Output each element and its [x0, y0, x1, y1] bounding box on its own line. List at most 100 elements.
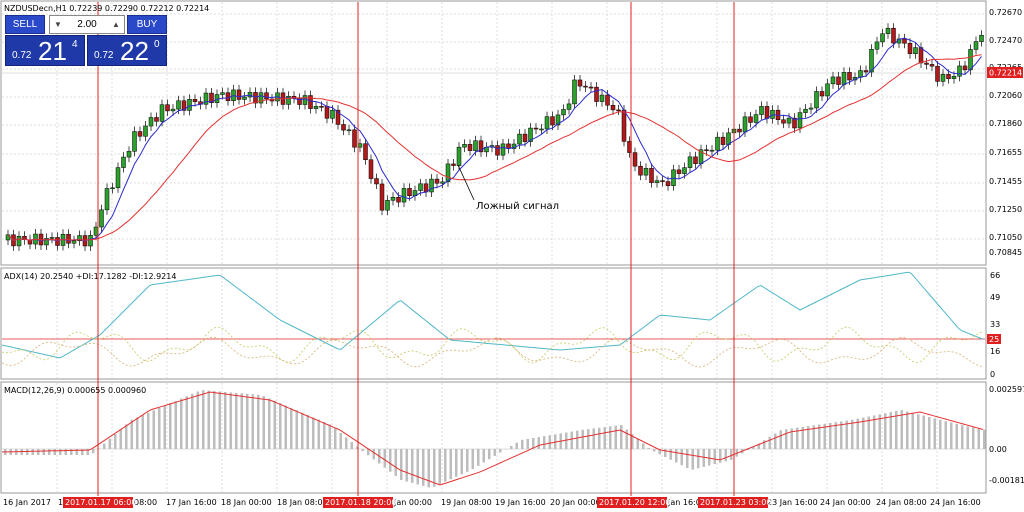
macd-histogram-bar	[724, 449, 727, 462]
candle	[649, 168, 654, 183]
macd-histogram-bar	[433, 449, 436, 487]
macd-histogram-bar	[939, 419, 942, 449]
macd-histogram-bar	[730, 449, 733, 460]
candle	[566, 103, 572, 110]
candle	[687, 156, 693, 168]
adx-tick: 33	[990, 320, 1000, 329]
macd-histogram-bar	[202, 390, 205, 449]
lot-size-value[interactable]: 2.00	[77, 19, 97, 30]
time-marker-box	[323, 497, 393, 508]
time-marker-box	[63, 497, 133, 508]
candle	[737, 128, 742, 133]
candle	[621, 109, 627, 142]
sell-button[interactable]: SELL	[5, 15, 45, 34]
macd-histogram-bar	[482, 449, 485, 463]
macd-histogram-bar	[664, 449, 667, 457]
candle	[902, 38, 907, 44]
macd-histogram-bar	[158, 408, 161, 449]
macd-histogram-bar	[372, 449, 375, 460]
candle	[676, 169, 682, 174]
macd-histogram-bar	[950, 422, 953, 449]
macd-histogram-bar	[240, 393, 243, 449]
macd-histogram-bar	[97, 448, 100, 449]
macd-histogram-bar	[884, 413, 887, 449]
candle	[77, 235, 82, 242]
candle	[110, 187, 115, 190]
macd-histogram-bar	[719, 449, 722, 463]
macd-histogram-bar	[31, 449, 34, 455]
candle	[225, 92, 231, 102]
ma-slow-line	[7, 54, 982, 241]
macd-histogram-bar	[526, 438, 529, 449]
candle	[517, 133, 522, 145]
lot-increase-icon[interactable]: ▲	[112, 20, 120, 29]
adx-level-label: 25	[989, 335, 999, 344]
sell-quote[interactable]: 0.72 21 4	[5, 35, 85, 66]
time-tick: 20 Jan 00:00	[550, 498, 601, 507]
candle	[159, 104, 165, 122]
macd-histogram-bar	[42, 449, 45, 455]
price-tick: 0.71455	[989, 177, 1022, 186]
macd-histogram-bar	[972, 427, 975, 449]
price-tick: 0.72060	[989, 91, 1022, 100]
candle	[286, 95, 291, 105]
candle	[797, 112, 803, 129]
macd-histogram-bar	[851, 419, 854, 449]
candle	[473, 140, 478, 151]
macd-histogram-bar	[548, 435, 551, 449]
lot-decrease-icon[interactable]: ▼	[54, 20, 62, 29]
candle	[632, 152, 638, 167]
macd-histogram-bar	[466, 449, 469, 472]
candle	[880, 33, 885, 43]
macd-histogram-bar	[906, 411, 909, 449]
adx-tick: 66	[990, 271, 1000, 280]
macd-histogram-bar	[900, 410, 903, 449]
macd-histogram-bar	[686, 449, 689, 468]
candle	[863, 70, 869, 73]
candle	[968, 49, 973, 71]
time-tick: 08:00	[134, 498, 157, 507]
candle	[638, 165, 643, 176]
candle	[748, 116, 753, 123]
macd-histogram-bar	[136, 417, 139, 449]
macd-histogram-bar	[829, 423, 832, 449]
time-tick: 24 Jan 00:00	[820, 498, 871, 507]
candle	[715, 136, 720, 151]
macd-axis: 0.002597 0.00 -0.00181	[989, 385, 1024, 485]
adx-tick: 16	[990, 347, 1000, 356]
candle	[803, 108, 808, 113]
buy-quote[interactable]: 0.72 22 0	[87, 35, 167, 66]
macd-histogram-bar	[257, 394, 260, 449]
macd-histogram-bar	[108, 438, 111, 449]
macd-histogram-bar	[653, 449, 656, 452]
macd-histogram-bar	[301, 412, 304, 449]
buy-quote-big: 22	[120, 36, 149, 66]
candle	[544, 116, 550, 130]
macd-histogram-bar	[587, 429, 590, 449]
adx-axis: 66 49 33 16 0	[990, 271, 1000, 379]
candle	[885, 27, 891, 34]
macd-histogram-bar	[911, 412, 914, 449]
macd-histogram-bar	[752, 446, 755, 449]
macd-histogram-bar	[955, 423, 958, 449]
macd-histogram-bar	[796, 427, 799, 449]
current-price-box	[987, 67, 1023, 78]
macd-histogram-bar	[603, 427, 606, 449]
macd-histogram-bar	[576, 430, 579, 449]
candle	[610, 104, 616, 111]
candle	[44, 238, 49, 246]
macd-histogram-bar	[614, 425, 617, 449]
time-marker-label: 2017.01.23 03:00	[700, 498, 771, 507]
candle	[99, 209, 104, 228]
buy-button[interactable]: BUY	[127, 15, 167, 34]
macd-histogram-bar	[521, 439, 524, 449]
candle	[390, 197, 396, 201]
lot-size-field[interactable]: ▼ 2.00 ▲	[49, 15, 125, 34]
macd-histogram-bar	[818, 424, 821, 449]
macd-histogram-bar	[383, 449, 386, 468]
macd-histogram-bar	[26, 449, 29, 455]
macd-histogram-bar	[620, 425, 623, 449]
macd-histogram-bar	[774, 433, 777, 449]
macd-histogram-bar	[152, 410, 155, 449]
